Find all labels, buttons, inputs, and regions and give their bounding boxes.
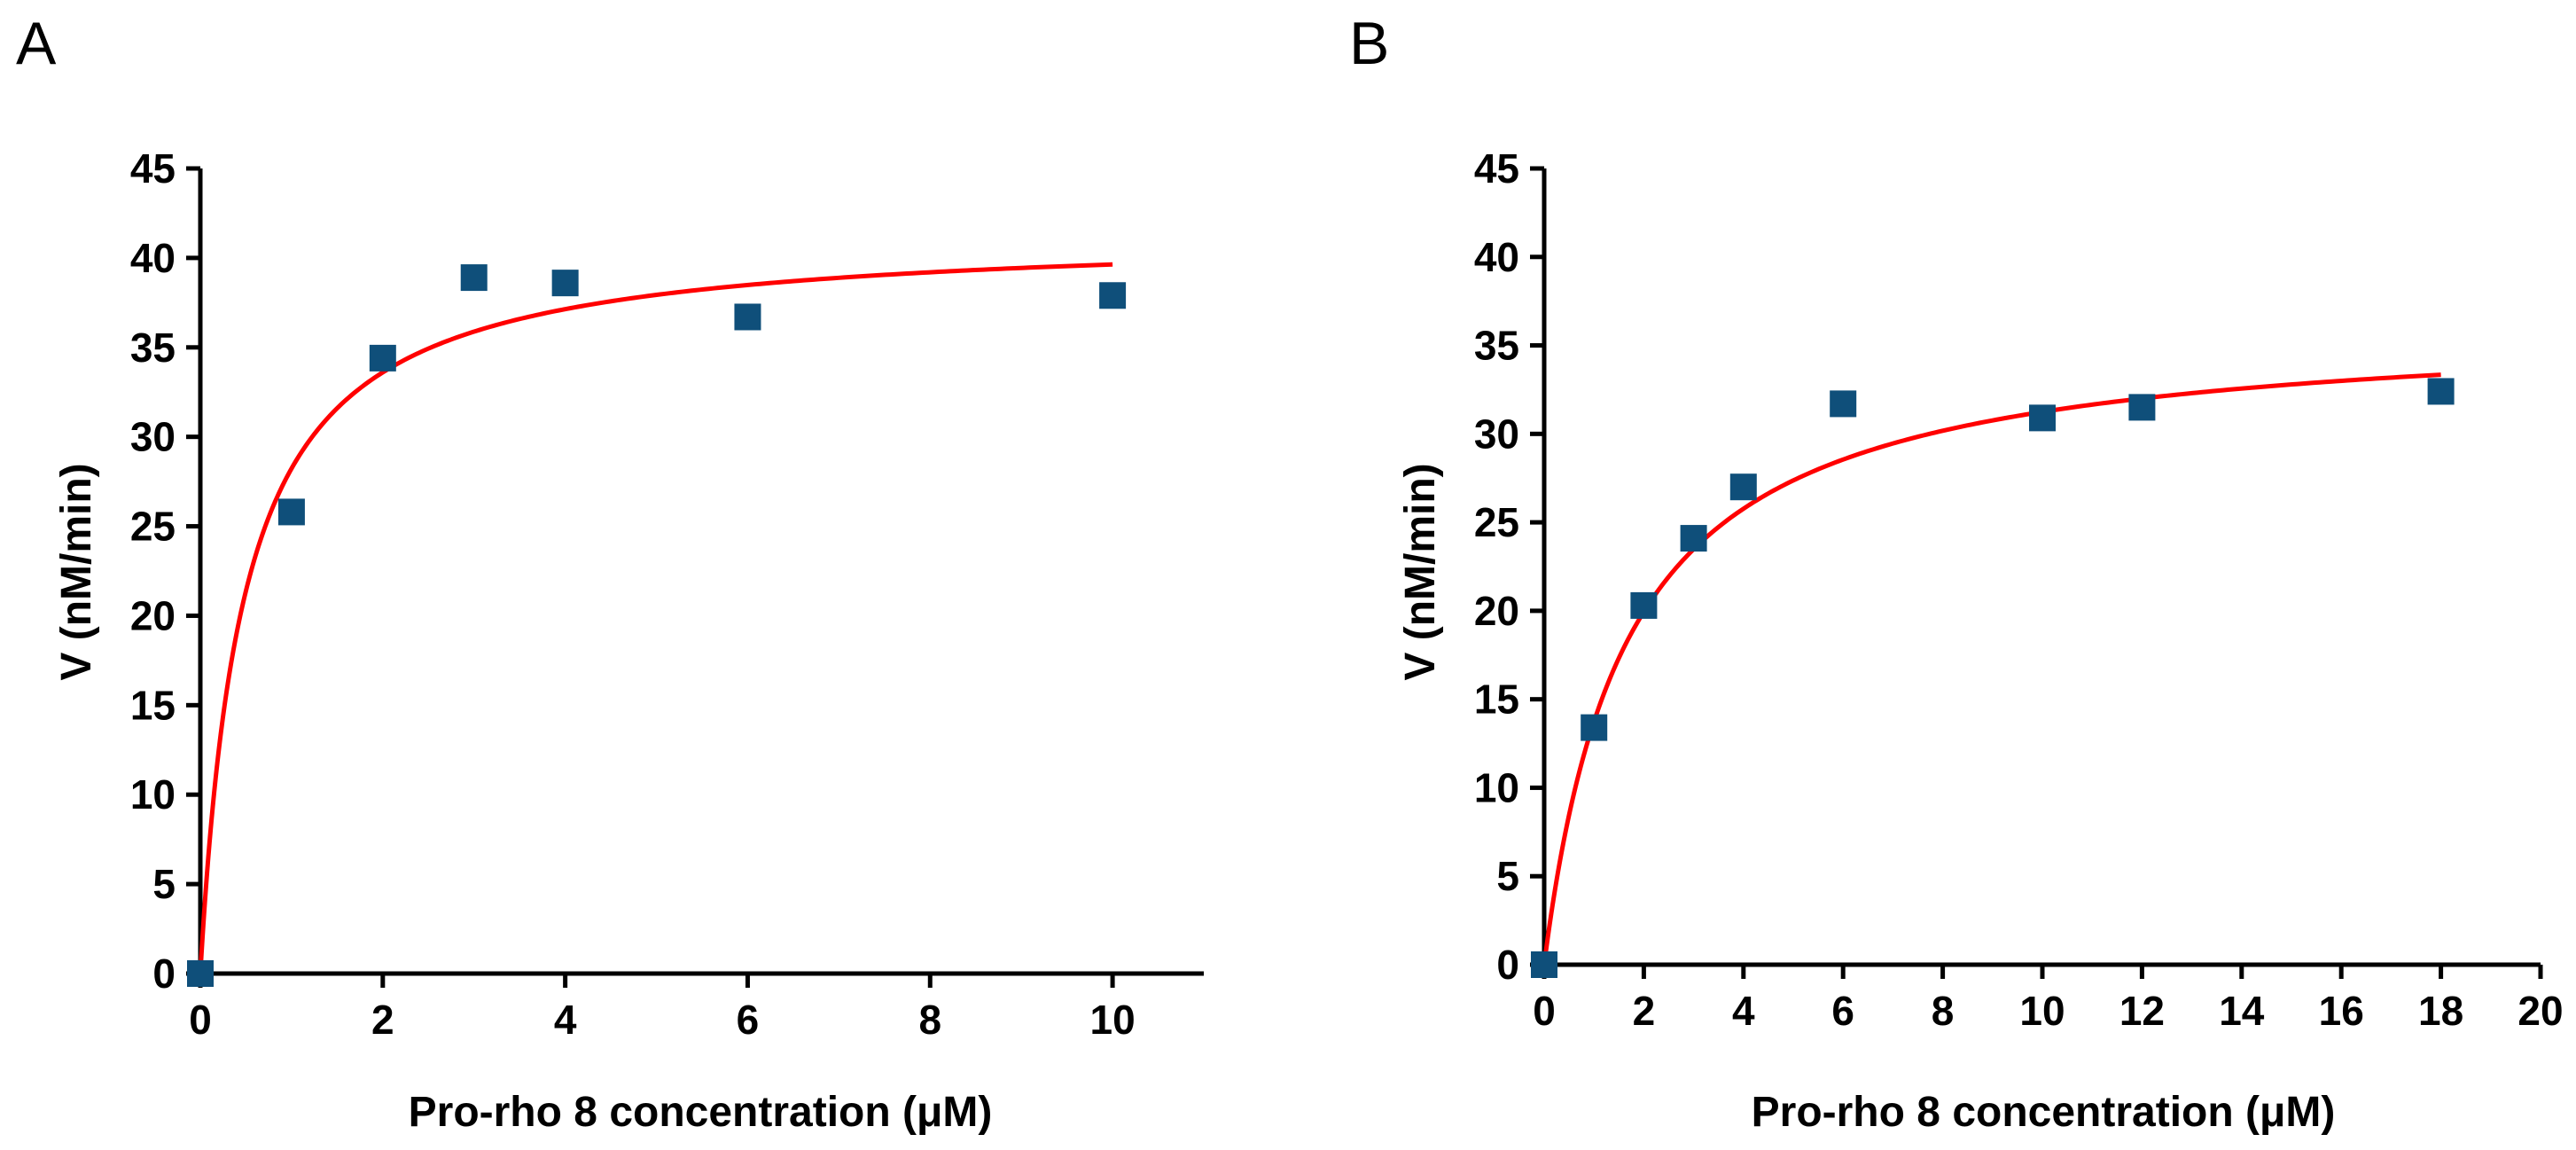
panel-a-x-tick-label-8: 8 [918,997,941,1043]
panel-b-data-point [2029,404,2056,432]
panel-b-x-tick-label-6: 6 [1831,988,1854,1034]
panel-b-x-ticks: 0 2 4 6 8 10 12 14 16 18 20 [1533,965,2564,1034]
panel-b-x-tick-label-0: 0 [1533,988,1556,1034]
panel-a-data-point [734,303,761,331]
panel-b-data-point [2427,378,2455,405]
panel-a-x-ticks: 0 2 4 6 8 10 [189,974,1136,1043]
panel-b-y-ticks: 0 5 10 15 20 25 30 35 40 45 [1474,145,1544,988]
panel-a-data-point [1099,282,1127,309]
panel-a-letter: A [16,10,57,77]
panel-b-x-tick-label-14: 14 [2219,988,2265,1034]
panel-b-y-axis-title: V (nM/min) [1397,463,1444,680]
panel-b-y-tick-label-35: 35 [1474,323,1519,369]
panel-a-y-tick-label-30: 30 [130,414,176,460]
panel-b-data-point [1729,473,1757,501]
panel-a: A 0 5 10 15 20 25 30 35 40 45 0 2 4 6 8 10 Pro-rho 8 c… [16,10,1204,1136]
panel-a-y-ticks: 0 5 10 15 20 25 30 35 40 45 [130,145,200,997]
panel-a-x-axis-title-unit: (μM) [902,1089,992,1136]
panel-b-x-axis-title: Pro-rho 8 concentration (μM) [1752,1089,2336,1136]
panel-a-y-tick-label-20: 20 [130,592,176,638]
panel-a-y-tick-label-15: 15 [130,682,176,728]
panel-b-x-tick-label-20: 20 [2517,988,2563,1034]
panel-b-x-tick-label-16: 16 [2319,988,2364,1034]
panel-a-y-tick-label-10: 10 [130,771,176,818]
panel-a-data-point [460,264,488,292]
panel-a-fit-curve [198,262,1113,974]
panel-b-y-tick-label-5: 5 [1496,853,1519,899]
panel-b-data-point [2128,394,2156,421]
panel-a-x-tick-label-2: 2 [371,997,394,1043]
panel-b-x-tick-label-12: 12 [2119,988,2165,1034]
panel-a-data-point [551,270,579,297]
panel-b-data-point [1830,390,1857,418]
panel-a-y-axis-title: V (nM/min) [53,463,100,680]
panel-a-x-tick-label-4: 4 [554,997,577,1043]
panel-b-y-tick-label-20: 20 [1474,588,1519,634]
panel-a-x-tick-label-10: 10 [1090,997,1136,1043]
panel-a-y-tick-label-5: 5 [152,861,176,907]
panel-b-data-point [1630,591,1658,619]
panel-b-fit-curve [1542,372,2441,966]
panel-b-y-tick-label-0: 0 [1496,942,1519,988]
panel-b-data-points [1531,378,2455,978]
panel-a-y-tick-label-35: 35 [130,325,176,371]
panel-a-y-tick-label-0: 0 [152,951,176,997]
panel-b: B 0 5 10 15 20 25 30 35 40 45 0 2 4 6 8 10 12 14 16 18 20 P… [1349,10,2564,1136]
panel-b-data-point [1680,525,1707,552]
panel-b-data-point [1531,951,1557,978]
panel-b-y-tick-label-40: 40 [1474,234,1519,280]
panel-b-x-axis-title-unit: (μM) [2245,1089,2335,1136]
panel-b-y-tick-label-15: 15 [1474,677,1519,723]
panel-a-x-axis-title: Pro-rho 8 concentration (μM) [409,1089,993,1136]
panel-a-y-tick-label-45: 45 [130,145,176,192]
panel-b-x-tick-label-4: 4 [1732,988,1755,1034]
panel-a-x-tick-label-6: 6 [737,997,760,1043]
panel-b-x-tick-label-10: 10 [2019,988,2065,1034]
panel-b-x-tick-label-2: 2 [1633,988,1656,1034]
panel-b-x-tick-label-8: 8 [1932,988,1955,1034]
panel-b-letter: B [1349,10,1389,77]
panel-b-y-tick-label-30: 30 [1474,411,1519,457]
panel-a-data-point [187,960,214,987]
panel-a-data-point [277,498,305,526]
panel-b-x-axis-title-main: Pro-rho 8 concentration [1752,1089,2234,1136]
panel-a-data-points [187,264,1127,987]
panel-b-y-tick-label-25: 25 [1474,499,1519,545]
panel-a-data-point [369,344,396,372]
panel-b-y-tick-label-10: 10 [1474,764,1519,810]
panel-b-data-point [1581,714,1608,741]
panel-b-y-tick-label-45: 45 [1474,145,1519,192]
panel-a-y-tick-label-40: 40 [130,235,176,281]
panel-b-x-tick-label-18: 18 [2418,988,2463,1034]
panel-a-x-tick-label-0: 0 [189,997,212,1043]
panel-a-y-tick-label-25: 25 [130,504,176,550]
panel-a-x-axis-title-main: Pro-rho 8 concentration [409,1089,891,1136]
